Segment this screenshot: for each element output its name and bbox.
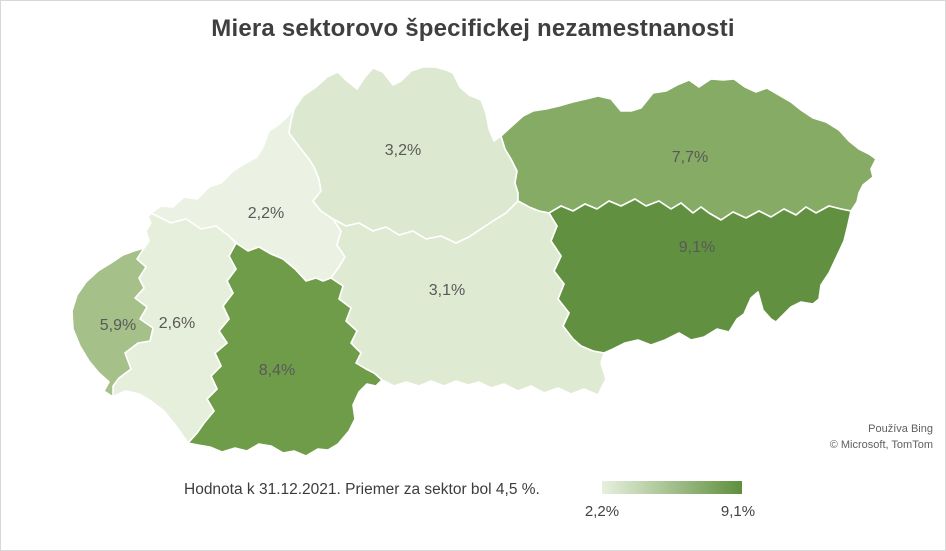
chart-title: Miera sektorovo špecifickej nezamestnano… xyxy=(211,15,735,42)
region-value-label: 2,6% xyxy=(159,315,195,332)
color-scale-gradient-bar xyxy=(602,481,742,494)
value-date-note: Hodnota k 31.12.2021. Priemer za sektor … xyxy=(184,481,540,498)
legend-min-label: 2,2% xyxy=(584,503,620,520)
map-region-southeast[interactable] xyxy=(548,198,852,354)
region-value-label: 3,2% xyxy=(385,142,421,159)
legend-max-label: 9,1% xyxy=(720,503,756,520)
map-attribution: Používa Bing © Microsoft, TomTom xyxy=(830,421,933,453)
copyright-attribution-line: © Microsoft, TomTom xyxy=(829,439,933,451)
region-value-label: 7,7% xyxy=(672,149,708,166)
region-value-label: 2,2% xyxy=(248,205,284,222)
region-value-label: 3,1% xyxy=(429,282,465,299)
map-region-west-small[interactable] xyxy=(71,247,154,398)
region-value-label: 8,4% xyxy=(259,362,295,379)
bing-attribution-line: Používa Bing xyxy=(868,423,933,435)
region-value-label: 5,9% xyxy=(100,317,136,334)
region-value-label: 9,1% xyxy=(679,239,715,256)
